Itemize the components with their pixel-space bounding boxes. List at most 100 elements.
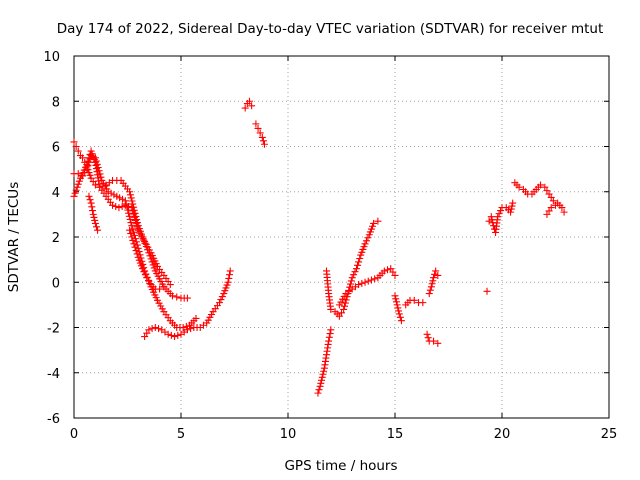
data-point-trace [130,210,138,218]
data-point-trace [132,247,140,255]
data-point [145,326,153,334]
data-point [166,281,174,289]
data-point-trace [128,197,136,205]
data-point [483,287,491,295]
data-point-trace [495,210,503,218]
data-point-trace [140,268,148,276]
data-point [256,129,264,137]
data-point [260,140,268,148]
data-point [70,138,78,146]
data-point [380,267,388,275]
data-point-trace [182,322,190,330]
data-points [70,97,568,397]
data-point-trace [341,299,349,307]
data-point-trace [75,177,83,185]
data-point-trace [395,307,403,315]
data-point-trace [424,334,432,342]
data-point [248,102,256,110]
data-point-trace [131,213,139,221]
data-point [423,330,431,338]
data-point-trace [72,186,80,194]
data-point-trace [173,293,181,301]
data-point-trace [126,215,134,223]
data-point [318,373,326,381]
data-point [241,104,249,112]
data-point-trace [133,250,141,258]
data-point [89,210,97,218]
data-point-trace [92,223,100,231]
data-point [192,314,200,322]
data-point-trace [74,180,82,188]
data-point-trace [91,216,99,224]
data-point-trace [174,331,182,339]
data-point-trace [320,367,328,375]
data-point [494,213,502,221]
data-point-trace [131,243,139,251]
data-point-trace [340,302,348,310]
data-point-trace [358,279,366,287]
data-point-trace [396,313,404,321]
data-point-trace [346,280,354,288]
data-point-trace [187,325,195,333]
x-axis-label: GPS time / hours [284,458,397,474]
data-point [252,120,260,128]
data-point [87,199,95,207]
data-point-trace [315,386,323,394]
data-point [83,161,91,169]
data-point-trace [124,206,132,214]
data-point [425,290,433,298]
data-point-trace [89,207,97,215]
data-point [85,192,93,200]
data-point [314,389,322,397]
data-point [179,324,187,331]
data-point-trace [429,277,437,285]
data-point-trace [85,154,93,162]
y-tick-label: -2 [47,322,60,337]
data-point-trace [148,325,156,333]
data-point [224,278,232,286]
data-point [507,208,515,216]
data-point-trace [507,205,515,213]
data-point [434,339,442,347]
data-point-trace [217,296,225,304]
data-point-trace [356,254,364,262]
data-point-trace [355,258,363,266]
data-point-trace [226,271,234,279]
data-point-trace [128,233,136,241]
data-point [352,265,360,273]
data-point-trace [350,271,358,279]
data-point [171,333,179,341]
data-point [393,301,401,309]
data-point [391,271,399,279]
data-point [254,124,262,132]
data-point [355,281,363,289]
data-point [367,276,375,284]
data-point [547,204,555,212]
data-point-trace [362,237,370,245]
data-point-trace [126,191,134,199]
data-point [374,217,382,225]
x-tick-label: 20 [494,427,511,442]
data-point [549,197,557,205]
data-point-trace [259,137,267,145]
y-tick-label: 2 [52,231,60,246]
data-point [226,267,234,275]
data-point [316,382,324,390]
data-point [552,201,559,209]
data-point [430,274,438,282]
data-point-trace [133,223,141,231]
data-point-trace [497,207,505,215]
data-point-trace [141,271,149,279]
y-axis-label: SDTVAR / TECUs [6,182,22,292]
data-point [391,292,399,300]
data-point-trace [218,293,226,301]
data-point-trace [131,217,139,225]
y-tick-label: 4 [52,186,60,201]
data-point [340,305,348,313]
data-point-trace [127,194,135,202]
y-tick-label: -4 [47,367,60,382]
data-point-trace [112,202,120,210]
y-tick-label: 10 [43,50,60,65]
data-point-trace [155,325,163,333]
x-tick-label: 0 [70,427,78,442]
